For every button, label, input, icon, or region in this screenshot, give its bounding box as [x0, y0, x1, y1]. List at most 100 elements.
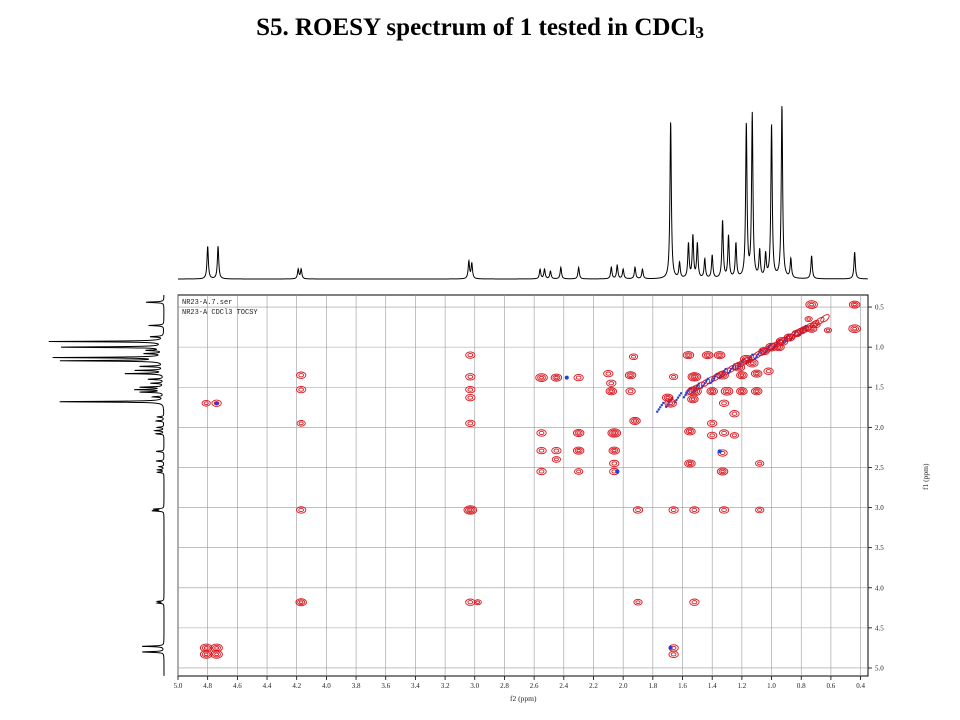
- cross-peak-contour: [713, 351, 726, 360]
- cross-peak-contour: [717, 449, 728, 457]
- y-tick-label: 2.0: [875, 424, 884, 432]
- cross-peak-contour: [687, 395, 699, 404]
- negative-contour-dot: [682, 396, 686, 399]
- cross-peak-contour: [765, 369, 772, 374]
- y-tick-label: 0.5: [875, 304, 884, 312]
- cross-peak-contour: [576, 469, 582, 474]
- cross-peak-contour: [635, 507, 641, 513]
- cross-peak-contour: [811, 321, 821, 328]
- cross-peak-contour: [736, 365, 742, 369]
- y-tick-label: 2.5: [875, 464, 884, 472]
- cross-peak-contour: [536, 467, 547, 476]
- negative-contour-dot: [730, 367, 733, 370]
- cross-peak-contour: [298, 600, 304, 604]
- cross-peak-contour: [608, 381, 615, 386]
- negative-contour-dot: [675, 398, 678, 402]
- cross-peak-contour: [709, 389, 715, 393]
- cross-peak-contour: [684, 427, 696, 436]
- cross-peak-contour: [736, 371, 748, 380]
- cross-peak-contour: [763, 367, 774, 375]
- x-tick-label: 0.8: [797, 682, 806, 690]
- diagonal-contour: [700, 378, 711, 387]
- y-tick-label: 4.0: [875, 584, 884, 592]
- cross-peak-contour: [761, 349, 767, 353]
- cross-peak-contour: [809, 327, 814, 331]
- cross-peak-contour: [736, 387, 748, 396]
- f1-projection-line: [48, 295, 165, 676]
- cross-peak-contour: [467, 421, 474, 426]
- cross-peak-contour: [690, 397, 696, 401]
- cross-peak-contour: [685, 428, 694, 435]
- cross-peak-contour: [716, 467, 729, 476]
- cross-peak-contour: [850, 301, 859, 308]
- cross-peak-contour: [731, 433, 737, 438]
- cross-peak-contour: [739, 373, 745, 377]
- cross-peak-contour: [718, 468, 727, 475]
- cross-peak-contour: [296, 420, 306, 427]
- cross-peaks: [199, 300, 861, 659]
- cross-peak-contour: [729, 410, 740, 418]
- cross-peak-contour: [554, 375, 559, 380]
- y-tick-label: 3.5: [875, 544, 884, 552]
- x-tick-label: 1.4: [708, 682, 717, 690]
- negative-contour-dot: [705, 379, 708, 383]
- x-tick-label: 2.6: [530, 682, 539, 690]
- cross-peak-contour: [212, 644, 221, 651]
- cross-peak-contour: [632, 419, 638, 423]
- negative-contour-dot: [697, 382, 701, 385]
- cross-peak-contour: [706, 387, 718, 396]
- cross-peak-contour: [801, 327, 807, 332]
- cross-peak-contour: [775, 337, 789, 346]
- cross-peak-contour: [848, 300, 861, 309]
- cross-peak-contour: [609, 429, 620, 437]
- cross-peak-contour: [809, 302, 814, 307]
- x-tick-label: 1.0: [767, 682, 776, 690]
- y-tick-label: 4.5: [875, 624, 884, 632]
- x-tick-label: 2.2: [589, 682, 598, 690]
- cross-peak-contour: [295, 598, 307, 607]
- cross-peak-contour: [465, 385, 476, 394]
- cross-peak-contour: [608, 446, 620, 455]
- x-tick-label: 5.0: [174, 682, 183, 690]
- cross-peak-contour: [536, 429, 547, 437]
- cross-peak-contour: [538, 448, 545, 453]
- cross-peak-contour: [755, 506, 765, 514]
- cross-peak-contour: [199, 649, 213, 659]
- cross-peak-contour: [731, 411, 738, 416]
- cross-peak-contour: [296, 506, 307, 514]
- cross-peak-contour: [783, 333, 796, 342]
- cross-peak-contour: [572, 446, 585, 455]
- cross-peak-contour: [467, 600, 474, 605]
- cross-peak-contour: [467, 387, 474, 392]
- cross-peak-contour: [779, 339, 785, 344]
- cross-peak-contour: [707, 431, 718, 440]
- negative-contour-dot: [706, 377, 709, 381]
- title-main: S5. ROESY spectrum of 1 tested in CDCl: [256, 14, 696, 41]
- cross-peak-contour: [610, 430, 618, 436]
- negative-peak-spot: [564, 375, 569, 380]
- cross-peak-contour: [721, 507, 727, 513]
- cross-peak-contour: [668, 506, 679, 514]
- cross-peak-contour: [463, 505, 478, 515]
- negative-contour-dot: [751, 353, 754, 356]
- cross-peak-contour: [688, 396, 697, 403]
- negative-peak-spot: [668, 645, 673, 650]
- cross-peak-contour: [574, 430, 583, 436]
- x-axis: 5.0 4.8 4.6 4.4 4.2 4.0 3.8 3.6 3.4 3.2 3.0 2.8 2.6 2…: [174, 676, 865, 690]
- x-tick-label: 1.8: [648, 682, 657, 690]
- cross-peak-contour: [787, 335, 792, 340]
- cross-peak-contour: [669, 373, 679, 381]
- cross-peak-contour: [755, 460, 765, 467]
- cross-peak-contour: [468, 508, 473, 512]
- page-title: S5. ROESY spectrum of 1 tested in CDCl3: [0, 14, 960, 43]
- cross-peak-contour: [850, 325, 859, 332]
- x-tick-label: 2.4: [559, 682, 568, 690]
- x-tick-label: 0.4: [856, 682, 865, 690]
- x-tick-label: 0.6: [827, 682, 836, 690]
- f2-projection-line: [178, 106, 868, 280]
- cross-peak-contour: [214, 652, 219, 657]
- negative-contour-dot: [662, 401, 665, 405]
- cross-peak-contour: [752, 388, 761, 395]
- cross-peak-contour: [296, 385, 307, 394]
- negative-contour-dot: [702, 384, 705, 387]
